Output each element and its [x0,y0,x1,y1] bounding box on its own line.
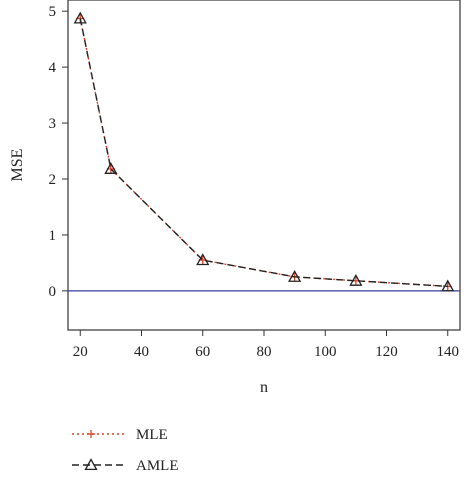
legend-label-mle: MLE [136,427,168,443]
x-tick-label: 100 [314,344,337,360]
x-axis: 20 40 60 80 100 120 140 [73,330,459,360]
x-axis-title: n [260,379,268,396]
legend-item-mle: MLE [72,427,168,443]
data-point-amle [288,270,302,282]
series-line-amle [79,18,448,288]
series-layer [73,11,455,292]
y-tick-label: 5 [49,4,57,20]
legend-item-amle: AMLE [72,458,179,474]
x-tick-label: 120 [375,344,398,360]
x-tick-label: 140 [437,344,460,360]
legend-marker-mle [87,430,95,438]
y-tick-label: 4 [49,60,57,76]
x-tick-label: 20 [73,344,88,360]
x-tick-label: 80 [257,344,272,360]
y-tick-label: 3 [49,116,57,132]
legend-label-amle: AMLE [136,458,179,474]
y-tick-label: 0 [49,284,57,300]
plot-frame [67,0,461,331]
legend: MLE AMLE [72,427,179,474]
y-tick-label: 1 [49,228,57,244]
data-point-amle [441,279,455,292]
x-tick-label: 60 [195,344,210,360]
data-point-amle [196,253,210,266]
data-point-amle [349,273,363,286]
legend-marker-amle [84,458,98,471]
series-line-mle [79,18,448,288]
y-axis-title: MSE [9,149,26,182]
x-tick-label: 40 [134,344,149,360]
y-axis: 0 1 2 3 4 5 [49,4,68,300]
data-point-amle [104,162,118,174]
data-point-amle [73,11,87,24]
y-tick-label: 2 [49,172,57,188]
